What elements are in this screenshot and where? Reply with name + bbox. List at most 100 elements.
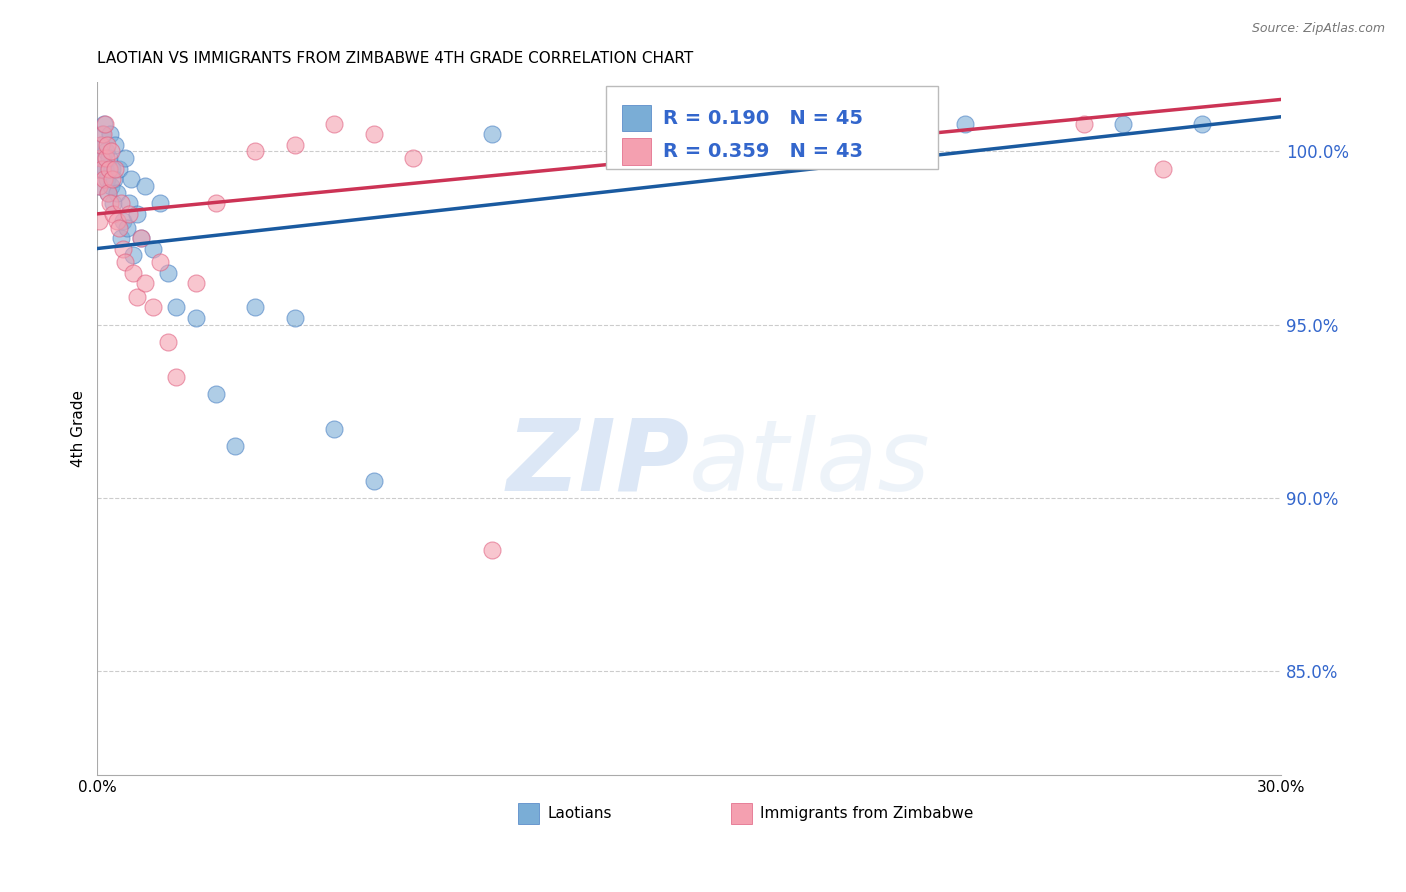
Point <box>110 231 132 245</box>
Point <box>89 179 111 194</box>
Point <box>284 137 307 152</box>
Point <box>104 161 127 176</box>
Point <box>118 207 141 221</box>
Point <box>1152 161 1174 176</box>
Point <box>98 161 121 176</box>
Point <box>91 161 114 176</box>
Point <box>91 127 114 141</box>
Point <box>98 152 121 166</box>
Point <box>118 196 141 211</box>
Point <box>110 196 132 211</box>
Point <box>100 145 122 159</box>
Bar <box>517 803 538 824</box>
Point <box>149 255 172 269</box>
Point <box>91 152 114 166</box>
Point <box>121 248 143 262</box>
Point <box>224 439 246 453</box>
Point <box>120 172 142 186</box>
Point <box>91 127 114 141</box>
Point <box>402 152 425 166</box>
Point <box>363 127 385 141</box>
Point <box>1112 117 1135 131</box>
Point <box>121 266 143 280</box>
Point <box>111 242 134 256</box>
Point <box>142 301 165 315</box>
Point <box>103 172 125 186</box>
Point <box>125 290 148 304</box>
Point <box>108 161 131 176</box>
Point <box>87 214 110 228</box>
Point <box>89 152 111 166</box>
Point <box>323 422 346 436</box>
Point <box>134 179 156 194</box>
Text: Source: ZipAtlas.com: Source: ZipAtlas.com <box>1251 22 1385 36</box>
Point <box>105 186 128 200</box>
Point <box>89 179 111 194</box>
Text: Laotians: Laotians <box>547 806 612 821</box>
Point <box>125 207 148 221</box>
Text: R = 0.190   N = 45: R = 0.190 N = 45 <box>664 109 863 128</box>
Point <box>955 117 977 131</box>
Point <box>108 220 131 235</box>
Point <box>678 137 700 152</box>
Point <box>90 137 112 152</box>
Point <box>100 179 122 194</box>
Text: ZIP: ZIP <box>506 415 689 512</box>
Text: Immigrants from Zimbabwe: Immigrants from Zimbabwe <box>761 806 973 821</box>
FancyBboxPatch shape <box>606 86 938 169</box>
Point <box>134 276 156 290</box>
Point <box>97 186 120 200</box>
Bar <box>731 803 752 824</box>
Point <box>204 387 226 401</box>
Point <box>678 137 700 152</box>
Point <box>93 117 115 131</box>
Text: atlas: atlas <box>689 415 931 512</box>
Point <box>149 196 172 211</box>
Point <box>243 145 266 159</box>
Text: R = 0.359   N = 43: R = 0.359 N = 43 <box>664 142 863 161</box>
Point <box>101 207 124 221</box>
Point <box>94 117 117 131</box>
Point <box>204 196 226 211</box>
Point <box>875 127 897 141</box>
Point <box>94 161 117 176</box>
Point <box>96 137 118 152</box>
Point <box>129 231 152 245</box>
Point <box>90 137 112 152</box>
Bar <box>621 138 651 165</box>
Point <box>101 161 124 176</box>
Point <box>104 137 127 152</box>
Point <box>323 117 346 131</box>
Point <box>129 231 152 245</box>
Point <box>114 255 136 269</box>
Point <box>1073 117 1095 131</box>
Point <box>165 301 187 315</box>
Point <box>101 172 124 186</box>
Point <box>96 172 118 186</box>
Point <box>111 214 134 228</box>
Point <box>105 214 128 228</box>
Y-axis label: 4th Grade: 4th Grade <box>72 391 86 467</box>
Point <box>101 196 124 211</box>
Point <box>94 145 117 159</box>
Point <box>98 127 121 141</box>
Point <box>114 152 136 166</box>
Point <box>184 276 207 290</box>
Bar <box>621 104 651 131</box>
Point <box>243 301 266 315</box>
Point <box>93 172 115 186</box>
Point <box>142 242 165 256</box>
Point <box>89 161 111 176</box>
Point <box>115 220 138 235</box>
Point <box>284 310 307 325</box>
Point <box>165 369 187 384</box>
Point <box>481 127 503 141</box>
Point <box>1191 117 1213 131</box>
Point <box>481 543 503 558</box>
Point <box>363 474 385 488</box>
Point <box>97 186 120 200</box>
Point <box>184 310 207 325</box>
Point <box>98 196 121 211</box>
Point <box>157 335 180 350</box>
Point <box>94 152 117 166</box>
